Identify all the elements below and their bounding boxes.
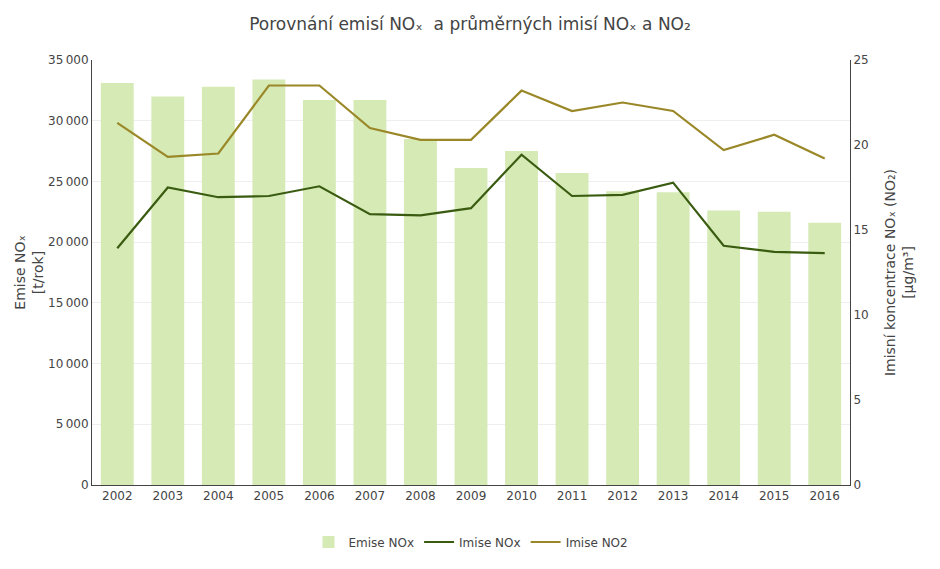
svg-text:10 000: 10 000 [48, 357, 89, 371]
svg-text:2010: 2010 [506, 489, 537, 503]
svg-text:0: 0 [81, 478, 89, 492]
svg-text:15 000: 15 000 [48, 296, 89, 310]
svg-text:2016: 2016 [809, 489, 840, 503]
svg-text:2008: 2008 [405, 489, 436, 503]
svg-text:Emise NOₓ[t/rok]: Emise NOₓ[t/rok] [12, 235, 46, 309]
svg-text:15: 15 [853, 223, 868, 237]
svg-text:2012: 2012 [607, 489, 638, 503]
svg-text:Porovnání emisí NOₓ a průměrn: Porovnání emisí NOₓ a průměrných imisí N… [249, 14, 691, 34]
svg-text:25: 25 [853, 53, 868, 67]
svg-text:2014: 2014 [708, 489, 739, 503]
svg-text:5 000: 5 000 [56, 417, 89, 431]
svg-text:35 000: 35 000 [48, 53, 89, 67]
svg-text:0: 0 [853, 478, 861, 492]
svg-text:Imisní koncentrace NOₓ (NO₂)[μ: Imisní koncentrace NOₓ (NO₂)[μg/m³] [882, 169, 916, 376]
svg-text:2013: 2013 [658, 489, 689, 503]
svg-text:20 000: 20 000 [48, 235, 89, 249]
svg-text:2015: 2015 [759, 489, 790, 503]
svg-text:20: 20 [853, 138, 868, 152]
svg-text:2009: 2009 [456, 489, 487, 503]
svg-text:2003: 2003 [153, 489, 184, 503]
svg-text:2011: 2011 [557, 489, 588, 503]
svg-text:Imise NOx: Imise NOx [459, 536, 521, 550]
svg-text:2004: 2004 [203, 489, 234, 503]
svg-text:5: 5 [853, 393, 861, 407]
svg-text:2006: 2006 [304, 489, 335, 503]
svg-text:Imise NO2: Imise NO2 [566, 536, 628, 550]
svg-text:30 000: 30 000 [48, 114, 89, 128]
svg-text:10: 10 [853, 308, 868, 322]
svg-text:2005: 2005 [254, 489, 285, 503]
svg-text:2002: 2002 [102, 489, 133, 503]
svg-text:2007: 2007 [355, 489, 386, 503]
svg-text:Emise NOx: Emise NOx [349, 536, 415, 550]
svg-text:25 000: 25 000 [48, 175, 89, 189]
